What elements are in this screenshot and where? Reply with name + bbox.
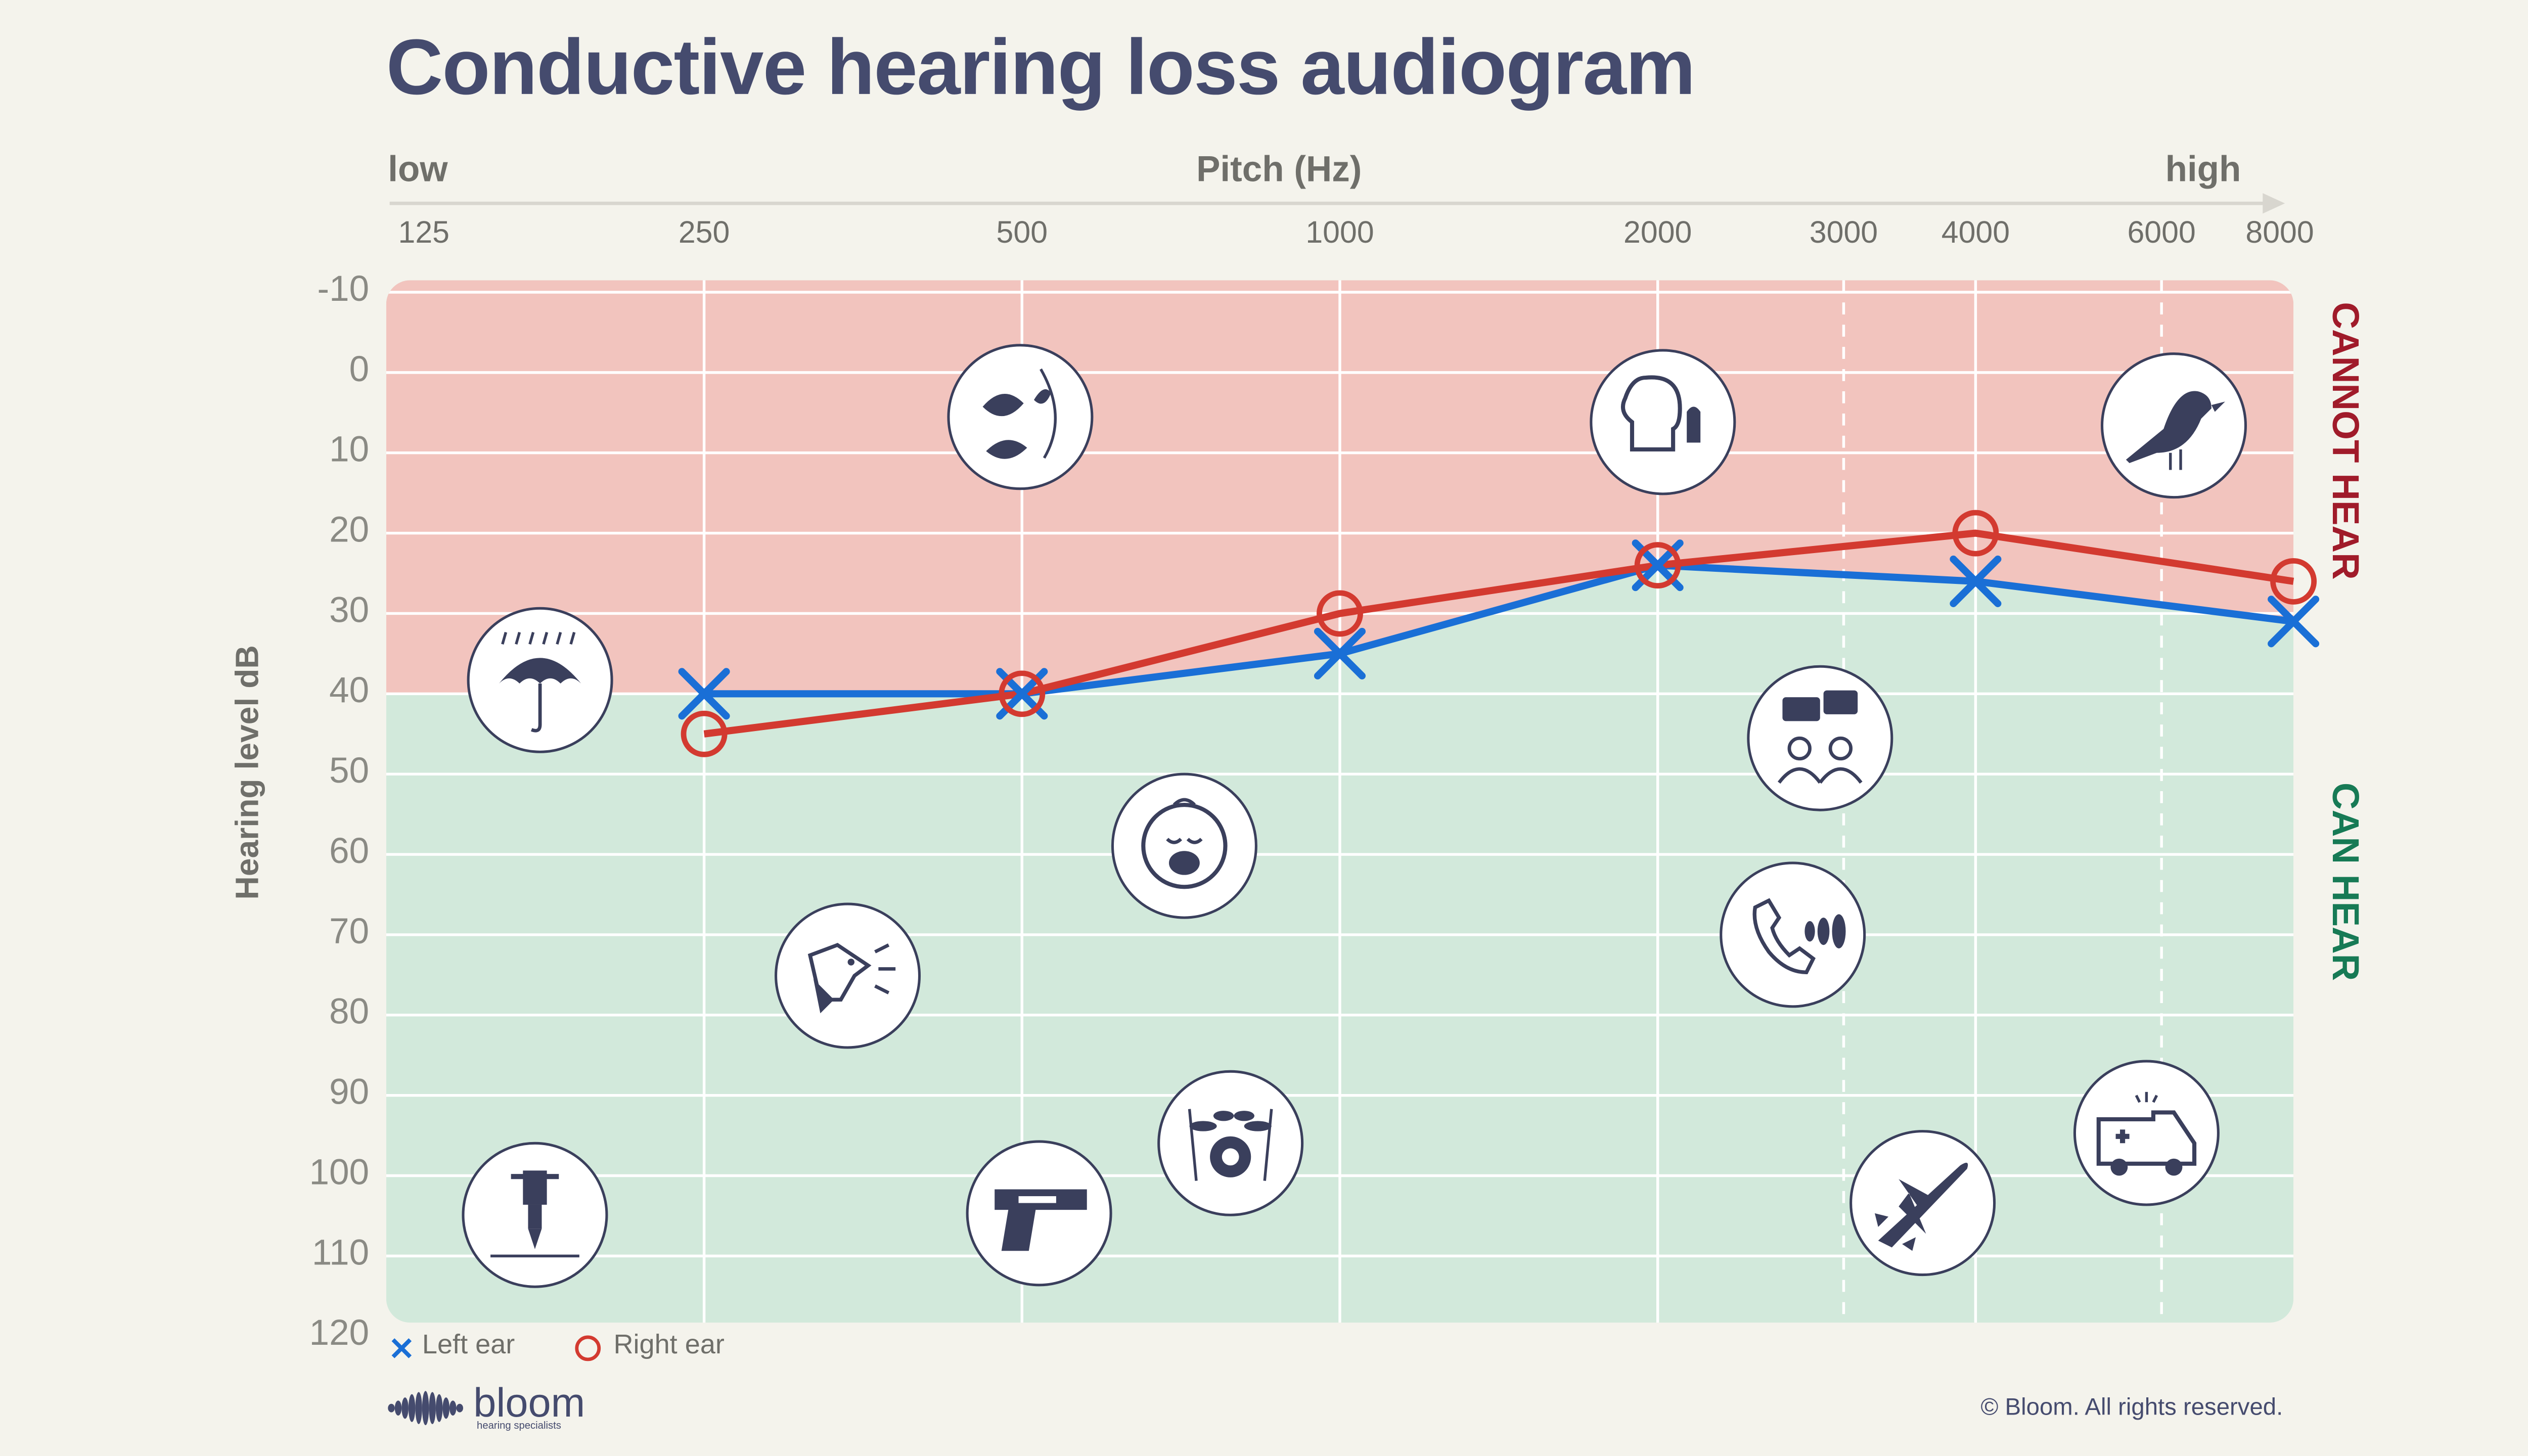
y-tick-label: 50 — [329, 752, 370, 791]
y-tick-label: 120 — [309, 1314, 370, 1354]
logo-wave — [394, 1400, 402, 1416]
logo-wave — [415, 1392, 422, 1424]
pitch-high-label: high — [2165, 150, 2241, 190]
left-ear-marker — [1314, 627, 1366, 679]
cannot-hear-label: CANNOT HEAR — [2324, 302, 2367, 580]
copyright: © Bloom. All rights reserved. — [1980, 1392, 2283, 1420]
drum-kit-icon — [1157, 1070, 1304, 1216]
y-tick-label: 90 — [329, 1073, 370, 1113]
y-tick-label: 30 — [329, 591, 370, 631]
x-tick-label: 8000 — [2245, 215, 2314, 250]
baby-crying-icon — [1111, 772, 1257, 919]
right-ear-marker — [2270, 558, 2317, 605]
left-ear-marker — [2268, 596, 2320, 648]
logo-wave — [456, 1403, 464, 1413]
bird-chirping-icon — [2101, 352, 2247, 499]
x-tick-label: 125 — [398, 215, 450, 250]
x-tick-label: 250 — [678, 215, 730, 250]
logo-wave — [442, 1397, 449, 1419]
can-hear-label: CAN HEAR — [2324, 782, 2367, 981]
logo-wave — [401, 1397, 409, 1419]
left-ear-marker — [1950, 555, 2002, 607]
whisper-icon — [1590, 349, 1736, 495]
y-tick-label: 40 — [329, 671, 370, 711]
y-tick-label: -10 — [317, 270, 370, 309]
y-tick-label: 20 — [329, 511, 370, 551]
right-ear-line — [703, 529, 2294, 738]
gun-icon — [966, 1140, 1112, 1287]
brand-sub: hearing specialists — [477, 1422, 561, 1432]
airplane-icon — [1849, 1130, 1996, 1277]
x-tick-label: 2000 — [1623, 215, 1692, 250]
umbrella-rain-icon — [467, 607, 613, 753]
logo-wave — [435, 1394, 443, 1422]
pitch-arrowhead — [2263, 193, 2285, 214]
legend-left-ear: Left ear — [422, 1331, 515, 1360]
y-tick-label: 10 — [329, 430, 370, 470]
x-tick-label: 3000 — [1809, 215, 1878, 250]
x-tick-label: 500 — [996, 215, 1048, 250]
conversation-icon — [1747, 665, 1893, 811]
dog-barking-icon — [775, 902, 921, 1049]
page-title: Conductive hearing loss audiogram — [386, 22, 1696, 111]
y-tick-label: 70 — [329, 912, 370, 952]
logo-wave — [422, 1391, 429, 1426]
right-ear-marker — [1634, 542, 1681, 589]
brand-name: bloom — [473, 1381, 585, 1427]
logo-wave — [408, 1394, 416, 1422]
logo-wave — [429, 1392, 436, 1424]
right-ear-marker — [1317, 590, 1363, 637]
jackhammer-icon — [462, 1142, 608, 1288]
left-ear-line — [704, 562, 2294, 698]
legend-right-marker — [575, 1335, 601, 1361]
y-tick-label: 100 — [309, 1153, 370, 1193]
legend-left-marker — [391, 1338, 412, 1358]
right-ear-marker — [1952, 510, 1999, 557]
x-tick-label: 4000 — [1941, 215, 2010, 250]
y-tick-label: 60 — [329, 832, 370, 872]
right-ear-marker — [681, 710, 728, 757]
phone-ringing-icon — [1720, 861, 1866, 1008]
leaves-rustling-icon — [947, 344, 1094, 490]
legend-right-ear: Right ear — [613, 1331, 725, 1360]
ambulance-icon — [2073, 1060, 2220, 1206]
pitch-axis-label: Pitch (Hz) — [1196, 150, 1362, 190]
left-ear-marker — [678, 668, 730, 720]
logo-wave — [388, 1403, 395, 1413]
right-ear-marker — [999, 670, 1046, 717]
y-tick-label: 0 — [349, 350, 370, 390]
y-tick-label: 80 — [329, 992, 370, 1032]
y-tick-label: 110 — [311, 1234, 370, 1273]
x-tick-label: 6000 — [2127, 215, 2196, 250]
logo-wave — [449, 1400, 457, 1416]
x-tick-label: 1000 — [1305, 215, 1374, 250]
pitch-low-label: low — [388, 150, 448, 190]
